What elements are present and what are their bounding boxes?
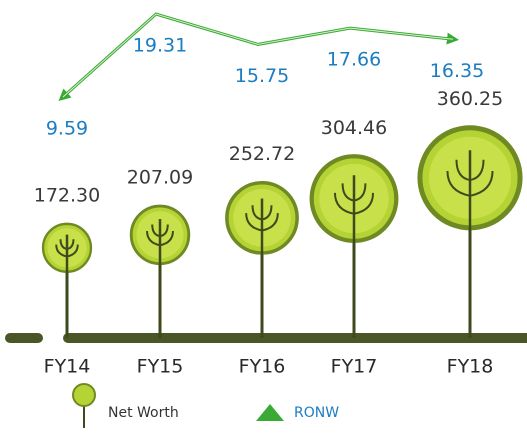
value-label: 207.09 <box>127 167 193 189</box>
legend-label: Net Worth <box>108 405 179 421</box>
value-label: 172.30 <box>34 184 100 206</box>
legend-icon <box>73 384 95 428</box>
value-label: 360.25 <box>437 88 503 110</box>
page: {"chart_data": {"type": "tree-infographi… <box>0 0 527 434</box>
legend-marker <box>256 404 284 421</box>
x-tick-label: FY16 <box>239 356 286 378</box>
value-label: 17.66 <box>327 49 381 71</box>
tree <box>43 224 91 338</box>
tree <box>227 183 297 338</box>
x-tick-label: FY17 <box>331 356 378 378</box>
legend-crown <box>73 384 95 406</box>
tree <box>420 128 520 338</box>
value-label: 15.75 <box>235 65 289 87</box>
x-tick-label: FY15 <box>137 356 184 378</box>
chart: 172.30 FY14 207.09 FY15 252.72 FY16 304.46 FY17… <box>0 0 527 434</box>
x-tick-label: FY14 <box>44 356 91 378</box>
value-label: 9.59 <box>46 118 88 140</box>
value-label: 16.35 <box>430 60 484 82</box>
tree <box>131 206 189 338</box>
legend-label: RONW <box>294 405 339 421</box>
value-label: 304.46 <box>321 117 387 139</box>
tree <box>312 156 397 338</box>
x-tick-label: FY18 <box>447 356 494 378</box>
value-label: 252.72 <box>229 143 295 165</box>
value-label: 19.31 <box>133 35 187 57</box>
